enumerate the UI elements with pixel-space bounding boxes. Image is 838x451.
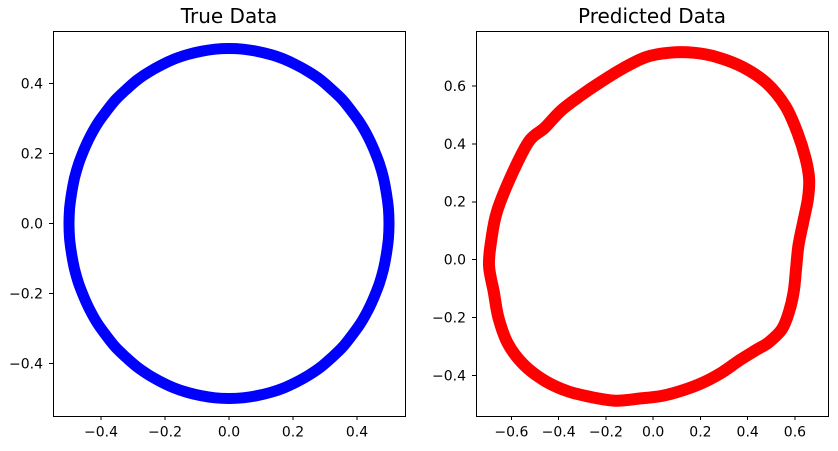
true-data-curve <box>63 43 395 404</box>
predicted-data-x-tick-label: −0.6 <box>494 425 528 441</box>
predicted-data-x-tick-label: −0.4 <box>542 425 576 441</box>
right-plot-title: Predicted Data <box>578 4 726 28</box>
predicted-data-y-tick-label: 0.6 <box>444 79 466 95</box>
true-data-y-tick-label: 0.0 <box>21 216 43 232</box>
true-data-x-tick-label: 0.4 <box>346 425 368 441</box>
predicted-data-axes-box <box>476 31 829 417</box>
predicted-data-x-tick-label: 0.6 <box>784 425 806 441</box>
true-data-x-tick-label: −0.2 <box>148 425 182 441</box>
predicted-data-x-tick-label: 0.4 <box>737 425 759 441</box>
left-plot-title: True Data <box>180 4 278 28</box>
predicted-data-y-tick-label: 0.4 <box>444 137 466 153</box>
predicted-data-x-tick-label: 0.0 <box>642 425 664 441</box>
true-data-y-tick-label: 0.2 <box>21 146 43 162</box>
true-data-x-tick-label: −0.4 <box>84 425 118 441</box>
true-data-y-tick-label: −0.2 <box>9 286 43 302</box>
predicted-data-curve <box>482 46 816 407</box>
true-data-x-tick-label: 0.0 <box>218 425 240 441</box>
predicted-data-y-tick-label: −0.4 <box>432 368 466 384</box>
predicted-data-y-tick-label: 0.2 <box>444 195 466 211</box>
predicted-data-x-tick-label: 0.2 <box>689 425 711 441</box>
true-data-axes-box <box>53 31 406 417</box>
true-data-y-tick-label: 0.4 <box>21 76 43 92</box>
predicted-data-y-tick-label: 0.0 <box>444 253 466 269</box>
true-data-x-tick-label: 0.2 <box>282 425 304 441</box>
true-data-y-tick-label: −0.4 <box>9 356 43 372</box>
predicted-data-y-tick-label: −0.2 <box>432 310 466 326</box>
predicted-data-x-tick-label: −0.2 <box>589 425 623 441</box>
